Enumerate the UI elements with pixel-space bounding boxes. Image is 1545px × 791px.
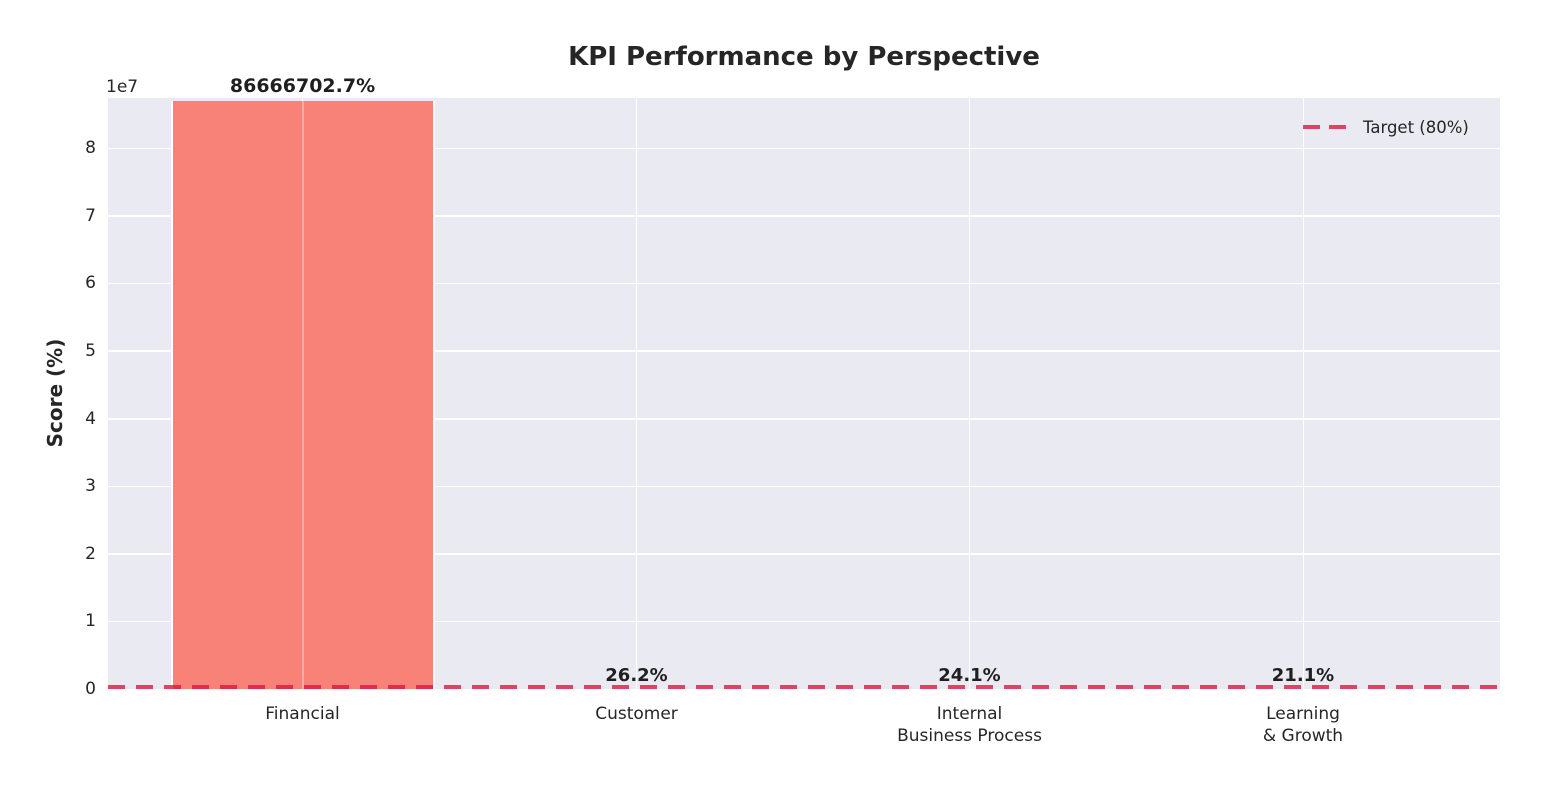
xtick-learning: Learning & Growth <box>1262 704 1344 746</box>
gridline-x-internal <box>968 98 971 689</box>
gridline-y1 <box>108 620 1500 623</box>
gridline-y2 <box>108 553 1500 555</box>
xtick-customer: Customer <box>595 704 678 724</box>
plot-area <box>108 98 1500 689</box>
bar-financial <box>170 100 435 689</box>
target-line-legend-swatch-icon <box>1303 125 1346 129</box>
y-axis-offset-label: 1e7 <box>106 77 139 97</box>
gridline-y7 <box>108 215 1500 217</box>
gridline-y3 <box>108 485 1500 488</box>
value-label-customer: 26.2% <box>605 665 668 686</box>
ytick-2: 2 <box>85 544 96 564</box>
gridline-x-learning <box>1302 98 1305 689</box>
target-threshold-line <box>108 685 1500 689</box>
gridline-y5 <box>108 350 1500 352</box>
ytick-6: 6 <box>85 273 96 293</box>
bar-financial-center-gridline <box>301 100 304 689</box>
value-label-internal: 24.1% <box>938 665 1001 686</box>
chart-title: KPI Performance by Perspective <box>568 42 1040 72</box>
legend-label: Target (80%) <box>1363 117 1469 137</box>
gridline-y6 <box>108 282 1500 285</box>
xtick-internal: Internal Business Process <box>897 704 1042 746</box>
ytick-8: 8 <box>85 138 96 158</box>
ytick-0: 0 <box>85 679 96 699</box>
legend: Target (80%) <box>1303 116 1469 138</box>
ytick-7: 7 <box>85 206 96 226</box>
value-label-learning: 21.1% <box>1271 665 1335 686</box>
ytick-5: 5 <box>85 341 96 361</box>
gridline-y8 <box>108 147 1500 150</box>
ytick-3: 3 <box>85 476 96 496</box>
gridline-x-customer <box>635 98 638 689</box>
value-label-financial: 86666702.7% <box>229 75 376 97</box>
ytick-1: 1 <box>85 611 96 631</box>
xtick-financial: Financial <box>265 704 340 724</box>
gridline-y4 <box>108 418 1500 420</box>
ytick-4: 4 <box>85 409 96 429</box>
